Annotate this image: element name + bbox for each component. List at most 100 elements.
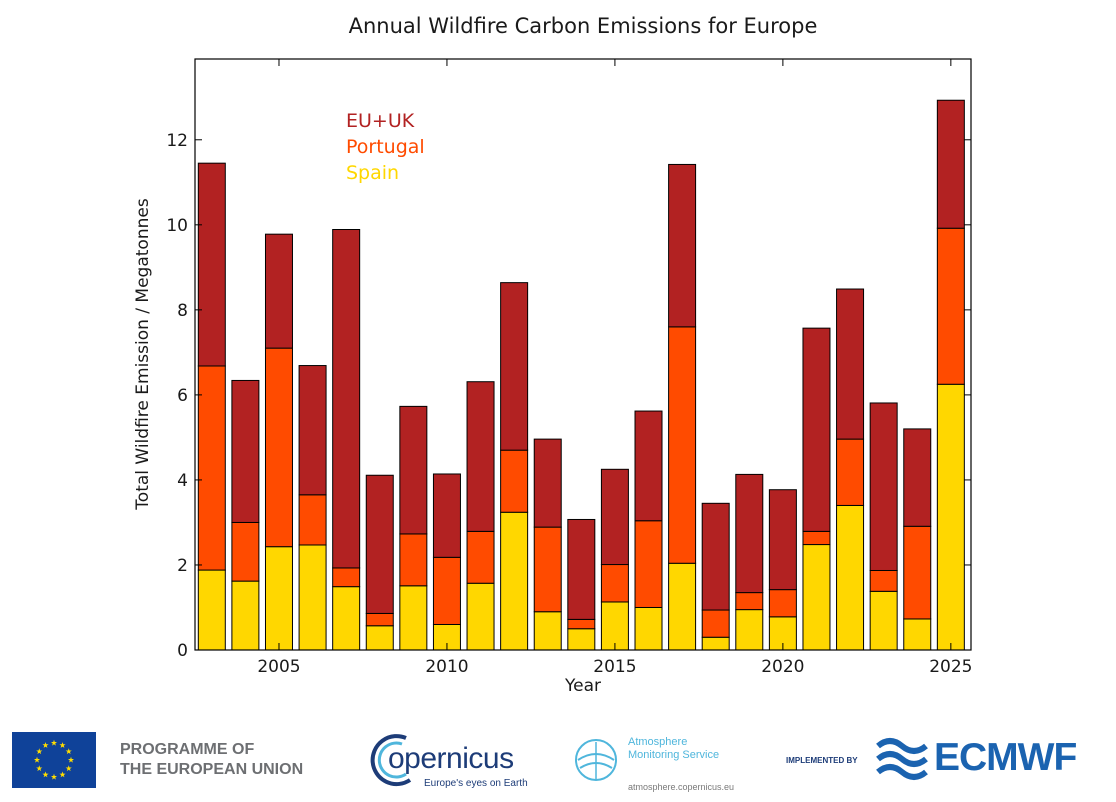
bar-portugal-2019 — [735, 592, 764, 611]
bar-eu-uk-2017 — [668, 163, 697, 328]
bar-eu-uk-2009 — [399, 405, 428, 535]
bar-spain-2019 — [735, 609, 764, 651]
y-tick-label: 0 — [177, 641, 188, 661]
bar-spain-2013 — [533, 611, 562, 651]
y-tick-label: 4 — [177, 471, 188, 491]
bar-portugal-2011 — [466, 530, 495, 584]
bar-portugal-2009 — [399, 533, 428, 587]
legend-entry-eu-uk: EU+UK — [346, 110, 415, 132]
legend: EU+UK Portugal Spain — [346, 110, 425, 184]
ecmwf-logo: ECMWF — [872, 734, 1108, 784]
bar-spain-2024 — [903, 618, 932, 651]
chart: Annual Wildfire Carbon Emissions for Eur… — [133, 14, 972, 696]
bar-eu-uk-2005 — [264, 233, 293, 349]
cams-url: atmosphere.copernicus.eu — [628, 782, 735, 792]
bar-spain-2018 — [701, 636, 730, 651]
bar-spain-2016 — [634, 606, 663, 651]
ecmwf-wordmark: ECMWF — [934, 736, 1077, 779]
bar-portugal-2005 — [264, 347, 293, 548]
bar-spain-2005 — [264, 546, 293, 651]
bar-portugal-2006 — [298, 494, 327, 546]
bar-eu-uk-2013 — [533, 438, 562, 528]
bar-portugal-2017 — [668, 326, 697, 564]
eu-text-line-1: PROGRAMME OF — [120, 741, 255, 758]
bar-portugal-2004 — [231, 521, 260, 582]
bar-eu-uk-2016 — [634, 410, 663, 522]
cams-line-2: Monitoring Service — [628, 749, 720, 761]
bar-eu-uk-2015 — [600, 468, 629, 566]
bar-eu-uk-2010 — [432, 473, 461, 558]
copernicus-tagline: Europe's eyes on Earth — [424, 778, 528, 789]
chart-title: Annual Wildfire Carbon Emissions for Eur… — [349, 14, 818, 38]
bar-portugal-2025 — [936, 227, 965, 385]
bar-spain-2007 — [332, 586, 361, 651]
bar-spain-2009 — [399, 585, 428, 651]
bar-spain-2023 — [869, 590, 898, 651]
bar-eu-uk-2011 — [466, 381, 495, 532]
bar-eu-uk-2023 — [869, 402, 898, 571]
x-tick-label: 2005 — [257, 657, 300, 677]
bar-portugal-2007 — [332, 567, 361, 588]
implemented-by-label: IMPLEMENTED BY — [786, 756, 858, 765]
bar-portugal-2020 — [768, 589, 797, 618]
plot-frame — [194, 58, 972, 651]
x-tick-label: 2025 — [929, 657, 972, 677]
y-axis-label: Total Wildfire Emission / Megatonnes — [133, 198, 153, 511]
bar-portugal-2018 — [701, 609, 730, 638]
x-axis-label: Year — [564, 676, 601, 696]
bar-spain-2017 — [668, 562, 697, 651]
bar-portugal-2008 — [365, 612, 394, 627]
bar-eu-uk-2022 — [836, 288, 865, 440]
bar-eu-uk-2025 — [936, 99, 965, 229]
legend-entry-spain: Spain — [346, 162, 399, 184]
bar-portugal-2015 — [600, 564, 629, 603]
bar-eu-uk-2024 — [903, 428, 932, 527]
bar-eu-uk-2014 — [567, 518, 596, 620]
bar-eu-uk-2020 — [768, 489, 797, 591]
bar-spain-2003 — [197, 569, 226, 651]
y-tick-label: 8 — [177, 301, 188, 321]
bar-spain-2008 — [365, 625, 394, 651]
eu-programme-text: PROGRAMME OF THE EUROPEAN UNION — [120, 740, 303, 780]
y-tick-label: 2 — [177, 556, 188, 576]
bar-spain-2021 — [802, 544, 831, 651]
bar-eu-uk-2007 — [332, 229, 361, 569]
cams-logo: Atmosphere Monitoring Service atmosphere… — [570, 730, 760, 796]
bar-eu-uk-2021 — [802, 327, 831, 532]
bar-portugal-2022 — [836, 438, 865, 506]
bar-eu-uk-2008 — [365, 474, 394, 614]
bar-spain-2011 — [466, 582, 495, 651]
eu-text-line-2: THE EUROPEAN UNION — [120, 761, 304, 778]
cams-line-1: Atmosphere — [628, 736, 688, 748]
x-axis: 2005 2010 2015 2020 2025 — [257, 59, 972, 677]
bar-portugal-2013 — [533, 526, 562, 613]
bar-portugal-2024 — [903, 525, 932, 620]
bar-eu-uk-2004 — [231, 379, 260, 523]
copernicus-logo: opernicus Europe's eyes on Earth — [366, 728, 536, 794]
cams-name: Atmosphere Monitoring Service — [628, 736, 719, 762]
x-tick-label: 2015 — [593, 657, 636, 677]
bars-group — [197, 99, 965, 651]
bar-spain-2012 — [500, 511, 529, 651]
bar-portugal-2016 — [634, 520, 663, 608]
bar-spain-2004 — [231, 580, 260, 651]
x-tick-label: 2010 — [425, 657, 468, 677]
bar-spain-2022 — [836, 504, 865, 651]
footer-logos: PROGRAMME OF THE EUROPEAN UNION opernicu… — [0, 720, 1116, 802]
bar-eu-uk-2003 — [197, 162, 226, 367]
copernicus-wordmark: opernicus — [388, 742, 514, 775]
bar-eu-uk-2019 — [735, 473, 764, 594]
bar-portugal-2010 — [432, 556, 461, 625]
y-axis: 0 2 4 6 8 10 12 — [166, 131, 971, 661]
bar-portugal-2014 — [567, 618, 596, 630]
bar-portugal-2012 — [500, 449, 529, 513]
bar-portugal-2003 — [197, 365, 226, 571]
bar-spain-2006 — [298, 544, 327, 651]
x-tick-label: 2020 — [761, 657, 804, 677]
eu-flag-icon — [12, 732, 96, 788]
bar-spain-2015 — [600, 601, 629, 651]
y-tick-label: 6 — [177, 386, 188, 406]
bar-eu-uk-2012 — [500, 282, 529, 451]
bar-portugal-2021 — [802, 530, 831, 546]
bar-eu-uk-2006 — [298, 365, 327, 496]
